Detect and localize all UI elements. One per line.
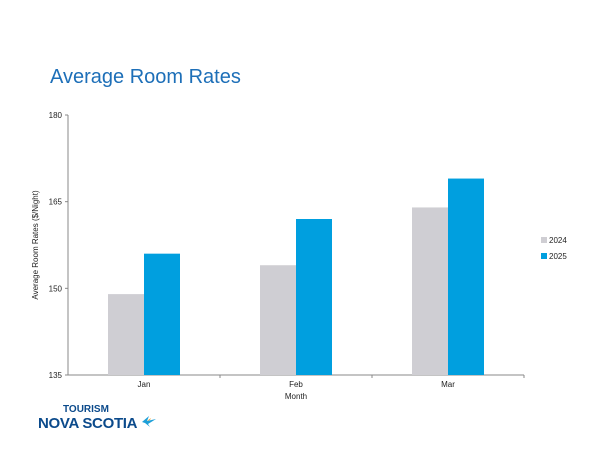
- logo-line-2: NOVA SCOTIA: [38, 415, 138, 432]
- x-tick-label: Jan: [138, 380, 151, 389]
- y-tick-label: 135: [49, 371, 63, 380]
- bar-2024-jan: [108, 294, 144, 375]
- bird-icon: [142, 416, 156, 427]
- legend-label-2024: 2024: [549, 236, 567, 245]
- y-tick-label: 165: [49, 198, 63, 207]
- bar-2025-mar: [448, 178, 484, 375]
- y-tick-label: 180: [49, 111, 63, 120]
- bar-2025-jan: [144, 253, 180, 375]
- bar-2025-feb: [296, 219, 332, 375]
- bar-2024-mar: [412, 207, 448, 375]
- bar-2024-feb: [260, 265, 296, 375]
- logo-line-1: TOURISM: [63, 404, 109, 415]
- y-axis-title: Average Room Rates ($/Night): [31, 190, 40, 300]
- x-axis-title: Month: [285, 392, 307, 401]
- x-tick-label: Feb: [289, 380, 303, 389]
- x-tick-label: Mar: [441, 380, 455, 389]
- legend-swatch-2025: [541, 253, 547, 259]
- y-tick-label: 150: [49, 284, 63, 293]
- chart-title: Average Room Rates: [50, 66, 241, 88]
- legend-label-2025: 2025: [549, 252, 567, 261]
- legend-swatch-2024: [541, 237, 547, 243]
